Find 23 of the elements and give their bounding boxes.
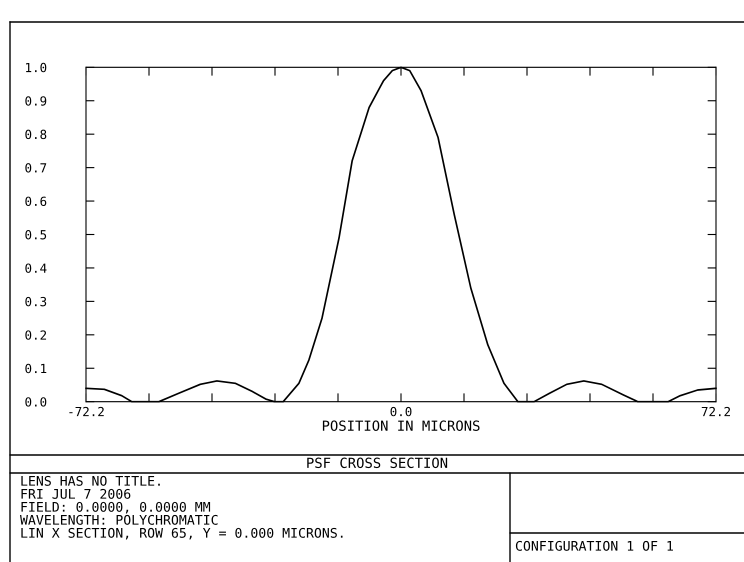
- y-tick-label: 0.4: [25, 263, 47, 273]
- y-tick-label: 0.2: [25, 330, 46, 340]
- y-tick-label: 1.0: [26, 62, 46, 72]
- text: WAVELENGTH: POLYCHROMATIC: [20, 514, 218, 525]
- x-tick-label: 72.2: [702, 406, 730, 416]
- y-tick-label: 0.7: [25, 163, 46, 173]
- y-tick-label: 0.9: [25, 96, 46, 106]
- y-tick-label: 0.8: [25, 130, 46, 140]
- text: LENS HAS NO TITLE.: [21, 476, 160, 486]
- text: FIELD: 0.0000, 0.0000 MM: [22, 502, 210, 514]
- text: LIN X SECTION, ROW 65, Y = 0.000 MICRONS.: [21, 528, 343, 540]
- y-tick-label: 0.6: [25, 196, 46, 206]
- text: PSF CROSS SECTION: [307, 458, 448, 468]
- x-axis-title: POSITION IN MICRONS: [322, 420, 480, 431]
- x-tick-label: -72.2: [69, 406, 104, 416]
- y-tick-label: 0.0: [25, 397, 46, 407]
- line-series: [85, 66, 717, 403]
- text: CONFIGURATION 1 OF 1: [516, 540, 673, 551]
- y-tick-label: 0.3: [25, 296, 46, 306]
- x-tick-label: 0.0: [390, 406, 412, 416]
- text: FRI JUL 7 2006: [22, 488, 130, 499]
- y-tick-label: 0.5: [25, 230, 46, 240]
- y-tick-label: 0.1: [25, 364, 46, 374]
